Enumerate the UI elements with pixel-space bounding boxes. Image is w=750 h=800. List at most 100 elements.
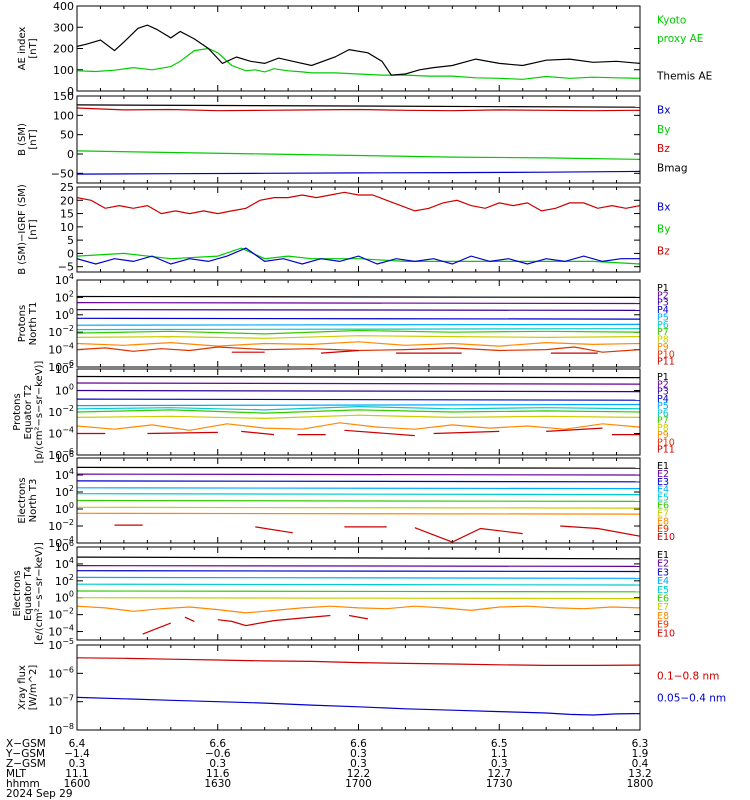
y-tick-label: −5 [58,261,74,274]
x-tick-label: 12.7 [488,768,511,780]
x-tick-label: 6.3 [632,738,649,750]
legend-entry: E6 [657,594,669,605]
x-tick-label: 0.3 [491,758,508,770]
y-axis-label: B (SM) [17,123,28,156]
y-tick-label: 10−4 [48,342,74,357]
x-tick-label: 11.6 [206,768,230,780]
y-axis-label: Equator T2 [23,385,34,440]
y-tick-label: 0 [67,247,74,260]
series-line [77,657,640,667]
series-line [77,170,640,175]
legend-entry: By [657,224,670,236]
x-tick-label: 0.3 [69,758,86,770]
series-line [77,409,640,414]
series-line [77,150,640,160]
y-axis-label: Equator T4 [23,566,34,621]
x-axis-row-label: Z−GSM [6,758,46,770]
series-line [77,389,640,393]
panel-ee4: 10−4 10−2 100 102 104 106 Electrons Equator T4[… [12,539,675,645]
x-tick-label: 1.9 [632,748,649,760]
legend-entry: Bmag [657,162,688,174]
legend-entry: 0.1−0.8 nm [657,671,719,683]
legend-entry: P4 [657,394,669,405]
series-segment [414,527,523,543]
legend-entry: P6 [657,320,669,331]
legend-entry: E3 [657,477,669,488]
legend-entry: 0.05−0.4 nm [657,693,726,705]
panel-frame [76,457,641,544]
legend-entry: E2 [657,559,669,570]
y-tick-label: 106 [55,539,74,554]
panel-frame [76,644,641,731]
legend-entry: proxy AE [657,33,703,45]
legend-entry: Bz [657,143,670,155]
x-tick-label: −0.6 [205,748,231,760]
legend-entry: P9 [657,430,669,441]
series-segment [255,526,293,534]
series-line [77,323,640,326]
y-tick-label: 100 [53,64,74,77]
x-tick-label: 0.4 [632,758,649,770]
series-segment [241,430,275,436]
y-tick-label: 100 [55,590,74,605]
legend-entry: E10 [657,628,675,639]
x-tick-label: 1800 [627,778,654,790]
y-tick-label: 106 [55,450,74,465]
plot-area [77,556,640,635]
legend-entry: P5 [657,401,669,412]
series-line [77,382,640,385]
y-axis-label: Protons [17,305,28,342]
date-label: 2024 Sep 29 [6,788,73,800]
legend-entry: Bz [657,246,670,258]
legend-entry: E7 [657,508,669,519]
series-line [77,346,640,353]
legend-entry: P2 [657,290,669,301]
series-line [77,422,640,431]
y-tick-label: 0 [67,85,74,98]
y-axis-label: North T1 [28,302,39,346]
y-tick-label: 100 [55,307,74,322]
series-line [77,576,640,579]
y-tick-label: 100 [53,109,74,122]
y-tick-label: 100 [55,501,74,516]
legend-entry: E5 [657,493,669,504]
plot-area [77,657,640,716]
series-line [77,506,640,509]
y-tick-label: 102 [55,484,74,499]
panel-xray: 10−8 10−7 10−6 10−5 Xray flux [W/m^2] 0.1−0.8 … [17,637,726,737]
y-tick-label: 102 [55,361,74,376]
y-tick-label: 10−4 [48,426,74,441]
legend-entry: Bx [657,202,670,214]
legend-entry: P8 [657,335,669,346]
series-segment [348,614,369,620]
series-segment [344,429,415,437]
series-line [77,466,640,469]
series-line [77,556,640,560]
y-tick-label: 104 [55,467,74,482]
series-line [77,302,640,305]
x-tick-label: 6.4 [69,738,86,750]
y-axis-label: [nT] [28,219,39,239]
series-segment [184,616,195,622]
legend-entry: P1 [657,372,669,383]
legend-entry: E8 [657,611,669,622]
panel-frame [76,279,641,368]
series-line [77,247,640,265]
y-tick-label: 10−4 [48,535,74,550]
series-line [77,499,640,502]
series-line [77,295,640,298]
y-tick-label: 104 [55,272,74,287]
series-line [77,414,640,420]
legend-entry: P5 [657,312,669,323]
y-axis-label: B (SM)−IGRF (SM) [17,184,28,275]
y-tick-label: 300 [53,21,74,34]
legend-entry: E3 [657,567,669,578]
series-line [77,473,640,476]
series-line [77,335,640,339]
legend-entry: P9 [657,342,669,353]
series-segment [147,431,218,435]
series-line [77,104,640,108]
series-line [77,583,640,586]
